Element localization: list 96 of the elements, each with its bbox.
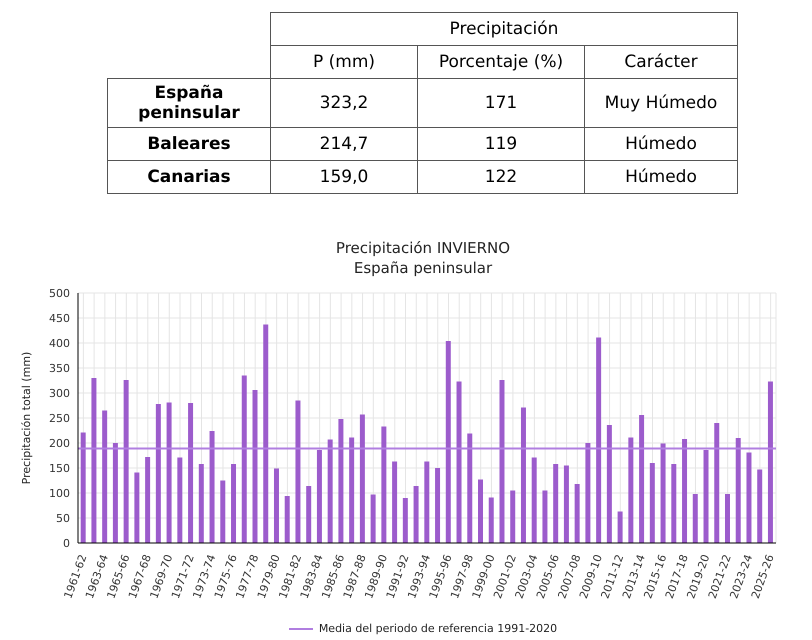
bar <box>574 484 580 543</box>
y-tick-label: 450 <box>49 312 70 325</box>
bar <box>198 464 204 543</box>
chart-subtitle: España peninsular <box>352 258 494 278</box>
bar <box>177 458 182 543</box>
bar <box>349 438 354 543</box>
bar <box>692 494 698 543</box>
text: Húmedo <box>625 167 697 187</box>
y-axis-title: Precipitación total (mm) <box>20 352 33 484</box>
bar <box>188 403 194 543</box>
bar <box>102 410 108 543</box>
y-tick-label: 350 <box>49 362 70 375</box>
bar <box>488 498 494 543</box>
bar <box>456 382 462 543</box>
bar <box>166 402 172 543</box>
bar <box>424 462 430 543</box>
bar <box>682 439 688 543</box>
bar <box>91 378 96 543</box>
bar <box>145 457 150 543</box>
bar <box>295 400 300 543</box>
bar <box>746 452 752 543</box>
bar <box>338 419 344 543</box>
bar <box>220 480 226 543</box>
bar <box>564 466 569 543</box>
bar <box>639 415 644 543</box>
y-tick-label: 0 <box>63 536 70 550</box>
text: 159,0 <box>320 167 368 187</box>
bar <box>520 408 526 543</box>
bar <box>606 425 612 543</box>
text: 119 <box>484 134 518 154</box>
y-tick-label: 400 <box>49 336 70 350</box>
category-label: Carácter <box>584 46 738 78</box>
bar <box>757 470 762 543</box>
bar <box>532 458 537 543</box>
category-label: Canarias <box>147 167 231 187</box>
bar <box>467 434 472 543</box>
bar <box>671 464 676 543</box>
bar <box>210 431 215 543</box>
bar <box>714 423 720 543</box>
bar <box>360 414 365 543</box>
bar <box>435 468 440 543</box>
bar <box>660 444 666 543</box>
bar <box>402 498 408 543</box>
text: 122 <box>484 167 518 187</box>
bar <box>510 490 516 543</box>
text: Precipitación <box>270 12 738 46</box>
bar <box>499 380 504 543</box>
bar <box>542 490 548 543</box>
text: Húmedo <box>625 134 697 154</box>
text: 323,2 <box>320 93 368 113</box>
chart-title: Precipitación INVIERNO <box>334 238 512 258</box>
bar <box>263 324 268 543</box>
bar <box>585 443 590 543</box>
bar <box>724 494 730 543</box>
bar <box>478 480 484 543</box>
bar <box>704 450 709 543</box>
text: 171 <box>484 93 518 113</box>
bar <box>134 472 140 543</box>
bar <box>284 496 290 543</box>
bar <box>328 440 333 543</box>
bar <box>553 464 558 543</box>
bar <box>650 463 655 543</box>
y-tick-label: 150 <box>49 462 70 475</box>
text: Muy Húmedo <box>604 93 718 113</box>
bar <box>392 462 398 543</box>
bar <box>124 380 129 543</box>
bar <box>252 390 258 543</box>
y-tick-label: 200 <box>49 436 70 450</box>
y-tick-label: 100 <box>49 486 70 500</box>
bar <box>306 486 312 543</box>
bar <box>80 432 86 543</box>
category-label: España peninsular <box>138 83 240 123</box>
y-tick-label: 500 <box>49 286 70 300</box>
bar <box>112 443 118 543</box>
category-label: P (mm) <box>270 46 418 78</box>
bar <box>446 341 451 543</box>
bar <box>231 464 236 543</box>
bar <box>628 438 634 543</box>
bar <box>242 376 247 543</box>
bar <box>274 468 279 543</box>
bar <box>596 338 602 543</box>
y-tick-label: 300 <box>49 386 70 400</box>
bar <box>768 382 773 543</box>
bar <box>618 512 623 543</box>
bar <box>370 494 376 543</box>
bar <box>156 404 161 543</box>
category-label: Baleares <box>147 134 231 154</box>
bar <box>316 450 322 543</box>
legend-label: Media del periodo de referencia 1991-2020 <box>318 622 558 635</box>
category-label: Porcentaje (%) <box>418 46 584 78</box>
text: 214,7 <box>320 134 368 154</box>
bar <box>736 438 741 543</box>
y-tick-label: 50 <box>56 512 70 525</box>
bar <box>381 426 386 543</box>
y-tick-label: 250 <box>49 412 70 425</box>
bar <box>414 486 419 543</box>
